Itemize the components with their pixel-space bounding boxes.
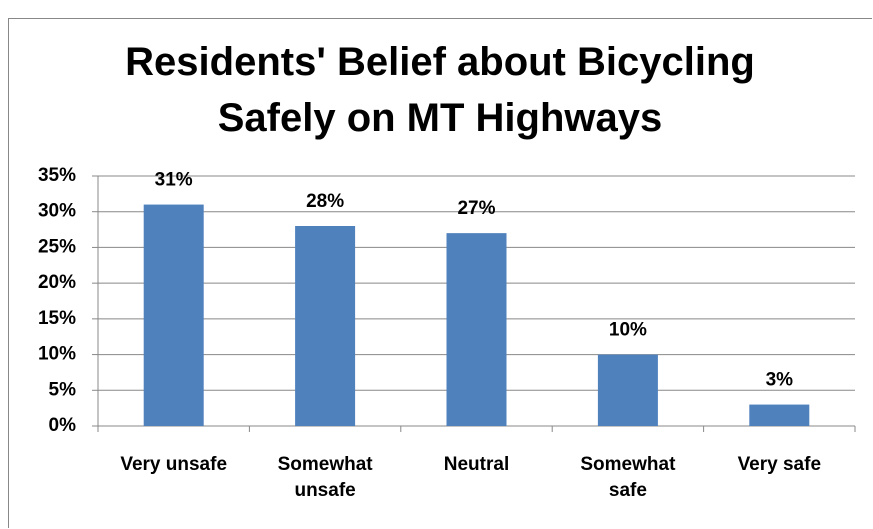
data-label: 3% [766, 370, 794, 391]
chart-title: Residents' Belief about Bicycling Safely… [125, 40, 755, 140]
data-label: 28% [306, 191, 344, 212]
y-tick-label: 30% [38, 201, 76, 222]
y-tick-label: 25% [38, 236, 76, 257]
y-tick-label: 20% [38, 272, 76, 293]
x-tick-label: Very unsafe [120, 454, 228, 475]
bar [446, 233, 507, 426]
y-tick-label: 15% [38, 308, 76, 329]
bar [143, 204, 204, 426]
x-tick-label: Neutral [443, 454, 510, 475]
y-tick-label: 5% [49, 379, 77, 400]
x-tick-label: Somewhat unsafe [277, 454, 373, 501]
y-tick-label: 0% [49, 415, 77, 436]
chart-frame [8, 18, 872, 528]
y-tick-label: 35% [38, 165, 76, 186]
x-tick-label: Very safe [737, 454, 822, 475]
bar [749, 404, 810, 426]
bar [295, 226, 356, 426]
data-label: 10% [609, 320, 647, 341]
data-label: 27% [457, 198, 495, 219]
bar [597, 354, 658, 426]
x-tick-label: Somewhat safe [580, 454, 676, 501]
y-tick-label: 10% [38, 344, 76, 365]
data-label: 31% [155, 170, 193, 191]
